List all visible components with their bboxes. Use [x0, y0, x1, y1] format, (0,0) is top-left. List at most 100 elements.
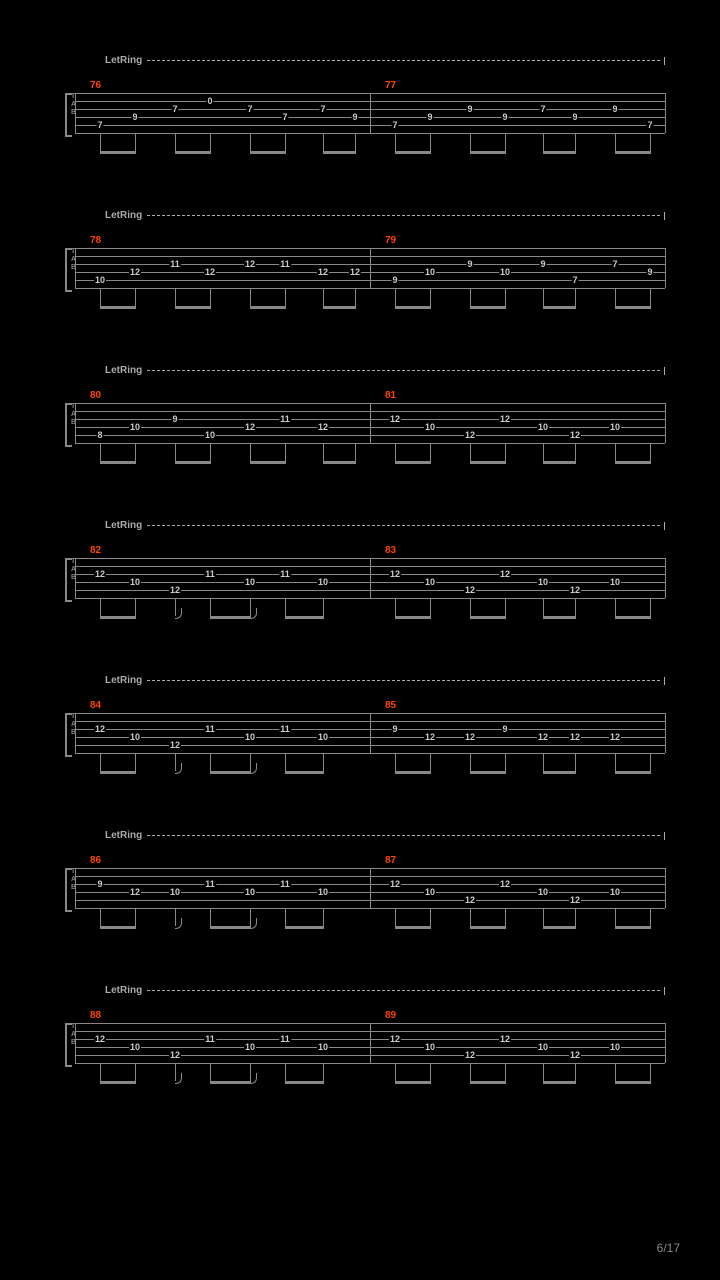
beam — [615, 926, 651, 929]
fret-number: 7 — [391, 120, 398, 130]
beam — [543, 616, 576, 619]
stem — [323, 133, 324, 151]
fret-number: 12 — [244, 422, 256, 432]
measure-number: 88 — [90, 1010, 101, 1021]
staff-line — [75, 598, 665, 599]
fret-number: 11 — [204, 879, 216, 889]
beam — [100, 461, 136, 464]
fret-number: 9 — [501, 112, 508, 122]
fret-number: 9 — [611, 104, 618, 114]
stem — [575, 753, 576, 771]
barline — [75, 713, 76, 753]
stem — [100, 598, 101, 616]
fret-number: 9 — [466, 259, 473, 269]
stem — [505, 753, 506, 771]
beam — [285, 616, 324, 619]
stem — [430, 288, 431, 306]
stem — [650, 753, 651, 771]
letring-end — [664, 677, 665, 685]
stem — [395, 443, 396, 461]
beam — [470, 306, 506, 309]
beam — [543, 151, 576, 154]
fret-number: 10 — [129, 422, 141, 432]
fret-number: 9 — [426, 112, 433, 122]
beam — [100, 1081, 136, 1084]
fret-number: 7 — [319, 104, 326, 114]
flag — [175, 918, 182, 929]
measure-number: 82 — [90, 545, 101, 556]
measure-number: 87 — [385, 855, 396, 866]
stem — [505, 443, 506, 461]
stem — [210, 288, 211, 306]
stem — [210, 133, 211, 151]
barline — [370, 713, 371, 753]
fret-number: 10 — [94, 275, 106, 285]
fret-number: 7 — [246, 104, 253, 114]
page-number: 6/17 — [657, 1241, 680, 1255]
stem — [135, 908, 136, 926]
fret-number: 9 — [539, 259, 546, 269]
letring-label: LetRing — [105, 520, 142, 531]
fret-number: 11 — [204, 1034, 216, 1044]
fret-number: 7 — [611, 259, 618, 269]
stem — [575, 133, 576, 151]
stem — [100, 1063, 101, 1081]
fret-number: 10 — [499, 267, 511, 277]
fret-number: 12 — [499, 569, 511, 579]
beam — [470, 616, 506, 619]
beam — [100, 771, 136, 774]
fret-number: 10 — [244, 1042, 256, 1052]
stem — [543, 598, 544, 616]
fret-number: 9 — [501, 724, 508, 734]
fret-number: 10 — [129, 1042, 141, 1052]
stem — [650, 443, 651, 461]
stem — [543, 1063, 544, 1081]
fret-number: 12 — [537, 732, 549, 742]
stem — [650, 133, 651, 151]
fret-number: 10 — [537, 887, 549, 897]
stem — [100, 133, 101, 151]
stem — [323, 443, 324, 461]
fret-number: 0 — [206, 96, 213, 106]
barline — [665, 868, 666, 908]
stem — [650, 908, 651, 926]
fret-number: 10 — [424, 887, 436, 897]
fret-number: 7 — [281, 112, 288, 122]
measure-number: 81 — [385, 390, 396, 401]
measure-number: 85 — [385, 700, 396, 711]
letring-dash — [147, 370, 660, 371]
flag — [175, 763, 182, 774]
beam — [395, 1081, 431, 1084]
stem — [575, 443, 576, 461]
fret-number: 9 — [131, 112, 138, 122]
letring-label: LetRing — [105, 210, 142, 221]
fret-number: 12 — [499, 1034, 511, 1044]
beam — [615, 151, 651, 154]
fret-number: 12 — [389, 879, 401, 889]
beam — [285, 771, 324, 774]
stem — [210, 1063, 211, 1081]
beam — [395, 771, 431, 774]
measure-number: 78 — [90, 235, 101, 246]
beam — [100, 926, 136, 929]
beam — [175, 461, 211, 464]
fret-number: 11 — [204, 569, 216, 579]
flag — [250, 1073, 257, 1084]
barline — [665, 248, 666, 288]
stem — [505, 908, 506, 926]
fret-number: 12 — [169, 1050, 181, 1060]
stem — [395, 133, 396, 151]
fret-number: 10 — [317, 887, 329, 897]
letring-label: LetRing — [105, 55, 142, 66]
beam — [250, 306, 286, 309]
stem — [395, 753, 396, 771]
stem — [210, 443, 211, 461]
measure-number: 83 — [385, 545, 396, 556]
fret-number: 12 — [389, 414, 401, 424]
flag — [175, 608, 182, 619]
flag — [250, 608, 257, 619]
beam — [615, 306, 651, 309]
beam — [323, 151, 356, 154]
beam — [543, 926, 576, 929]
letring-dash — [147, 215, 660, 216]
